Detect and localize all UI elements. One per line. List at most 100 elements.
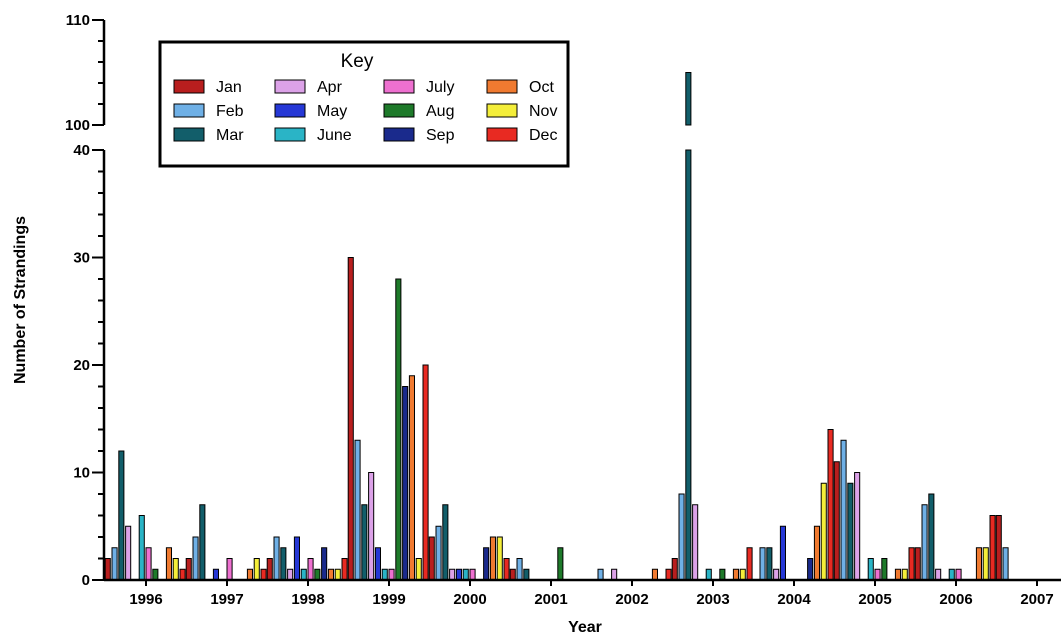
bar-feb-2006 <box>921 504 928 581</box>
bar-july-2005 <box>874 568 881 581</box>
y-tick-label: 10 <box>73 465 90 482</box>
legend-swatch-feb <box>173 103 205 118</box>
legend-label-dec: Dec <box>529 127 557 144</box>
x-tick-label: 2002 <box>615 591 648 608</box>
bar-july-2000 <box>469 568 476 581</box>
x-tick-label: 2006 <box>939 591 972 608</box>
y-tick-label: 40 <box>73 142 90 159</box>
bar-aug-1998 <box>314 568 321 581</box>
x-tick-label: 1996 <box>129 591 162 608</box>
bar-may-1998 <box>293 536 300 581</box>
x-tick-label: 2003 <box>696 591 729 608</box>
bar-feb-2003 <box>678 493 685 581</box>
bar-sep-1999 <box>402 386 409 581</box>
bar-oct-2004 <box>813 525 821 581</box>
bar-feb-2001 <box>516 558 523 581</box>
x-tick-labels-group: 1996 1997 1998 1999 2000 2001 2002 2003 2004 2005… <box>129 591 1053 608</box>
bar-feb-2004 <box>759 547 766 581</box>
bar-july-1999 <box>388 568 395 581</box>
x-tick-label: 2001 <box>534 591 567 608</box>
bar-sep-2004 <box>807 558 814 581</box>
bar-jan-2003 <box>671 558 678 581</box>
legend-swatch-aug <box>383 103 415 118</box>
bar-june-1998 <box>300 568 307 581</box>
x-axis-title: Year <box>568 619 602 636</box>
bar-oct-2006 <box>975 547 983 581</box>
bar-nov-2004 <box>820 482 827 581</box>
bar-feb-2005 <box>840 439 847 581</box>
x-tick-label: 1998 <box>291 591 324 608</box>
bar-may-1997 <box>212 568 219 581</box>
bar-jan-2001 <box>509 568 516 581</box>
legend-swatch-apr <box>274 79 306 94</box>
y-tick-label: 0 <box>82 572 90 589</box>
legend-label-aug: Aug <box>426 103 454 120</box>
legend-swatch-dec <box>486 127 518 142</box>
bar-nov-2003 <box>739 568 746 581</box>
bar-apr-1999 <box>368 472 375 581</box>
legend-label-oct: Oct <box>529 79 554 96</box>
bar-feb-2002 <box>597 568 604 581</box>
bar-apr-2003 <box>692 504 699 581</box>
bar-july-1998 <box>307 558 314 581</box>
bar-june-2003 <box>705 568 712 581</box>
bar-june-1996 <box>138 515 145 581</box>
bar-nov-1997 <box>253 558 260 581</box>
bar-jan-2005 <box>833 461 840 581</box>
legend-swatch-sep <box>383 127 415 142</box>
legend-swatch-oct <box>486 79 518 94</box>
bar-mar-1999 <box>361 504 368 581</box>
bar-apr-1996 <box>125 525 132 581</box>
legend-items: Jan Feb Mar Apr May June July Aug Sep Oct Nov Dec <box>173 79 557 144</box>
bar-mar-2005 <box>847 482 854 581</box>
bar-jan-2006 <box>914 547 921 581</box>
bar-feb-2007 <box>1002 547 1009 581</box>
bar-mar-2000 <box>442 504 449 581</box>
bar-dec-2005 <box>908 547 915 581</box>
bar-nov-2006 <box>982 547 989 581</box>
bar-apr-2005 <box>854 472 861 581</box>
bar-dec-1996 <box>179 568 186 581</box>
legend-swatch-nov <box>486 103 518 118</box>
bar-dec-2003 <box>746 547 753 581</box>
bar-feb-1998 <box>273 536 280 581</box>
bar-feb-1997 <box>192 536 199 581</box>
bar-feb-1999 <box>354 439 361 581</box>
legend: Key Jan Feb Mar Apr May June July Aug Sep Oct Nov D… <box>158 40 570 168</box>
bar-jan-2000 <box>428 536 435 581</box>
bar-dec-2004 <box>827 429 834 581</box>
bar-dec-1999 <box>422 364 429 581</box>
y-axis-title: Number of Strandings <box>12 216 29 384</box>
bar-mar-2001 <box>523 568 530 581</box>
bar-dec-2006 <box>989 515 996 581</box>
bar-july-1996 <box>145 547 152 581</box>
bar-july-2006 <box>955 568 962 581</box>
bar-oct-2002 <box>651 568 659 581</box>
bar-feb-2000 <box>435 525 442 581</box>
legend-title: Key <box>341 51 374 72</box>
legend-swatch-july <box>383 79 415 94</box>
bar-dec-2000 <box>503 558 510 581</box>
bar-apr-2002 <box>611 568 618 581</box>
bar-aug-1996 <box>152 568 159 581</box>
y-tick-label: 20 <box>73 357 90 374</box>
bar-mar-2003 <box>685 149 692 581</box>
bar-apr-1998 <box>287 568 294 581</box>
bar-july-1997 <box>226 558 233 581</box>
bar-mar-2006 <box>928 493 935 581</box>
bar-oct-1996 <box>165 547 172 581</box>
x-tick-label: 2000 <box>453 591 486 608</box>
y-tick-label: 110 <box>66 12 90 29</box>
bar-mar-1997 <box>199 504 206 581</box>
bar-oct-1999 <box>408 375 415 581</box>
bar-june-2000 <box>462 568 469 581</box>
bar-feb-1996 <box>111 547 118 581</box>
legend-label-june: June <box>317 127 352 144</box>
legend-label-mar: Mar <box>216 127 244 144</box>
y-ticks-group: 0 10 20 30 40 100 110 <box>65 12 104 589</box>
y-tick-label: 30 <box>73 250 90 267</box>
bar-oct-2000 <box>489 536 496 581</box>
bar-mar-1996 <box>118 450 125 581</box>
x-tick-label: 1999 <box>372 591 405 608</box>
